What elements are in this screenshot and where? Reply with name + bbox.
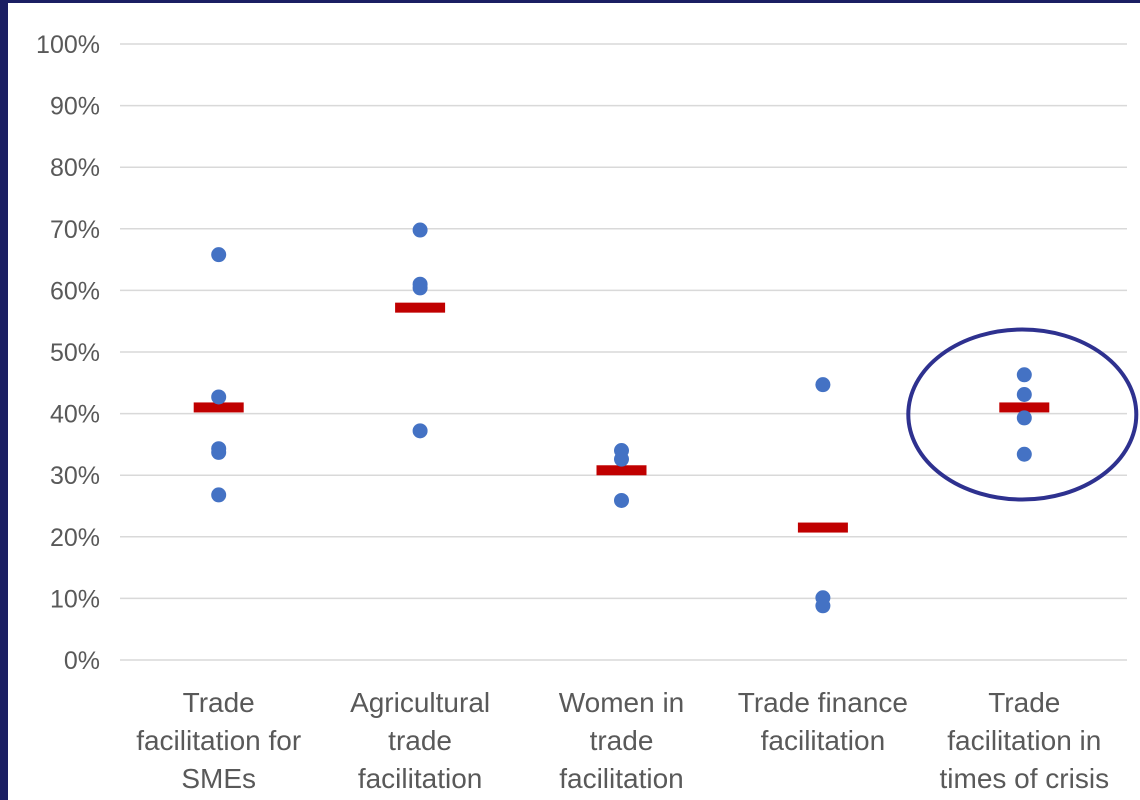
data-point — [614, 492, 629, 508]
x-category-label: facilitation — [358, 763, 483, 794]
data-point — [815, 598, 831, 614]
x-category-label: Agricultural — [350, 687, 490, 718]
y-tick-label: 70% — [50, 216, 100, 244]
highlight-annotation — [906, 327, 1139, 502]
data-point — [815, 377, 831, 393]
chart-panel — [8, 3, 1140, 800]
mean-marker — [596, 465, 647, 476]
x-category-label: SMEs — [181, 763, 256, 794]
data-point — [211, 389, 227, 405]
x-category-label: Women in — [559, 687, 685, 718]
y-tick-label: 30% — [50, 462, 100, 490]
x-category-label: facilitation for — [136, 725, 301, 756]
mean-markers — [193, 302, 1050, 533]
y-tick-label: 60% — [50, 277, 100, 305]
y-tick-label: 10% — [50, 585, 100, 613]
y-tick-label: 100% — [36, 31, 100, 59]
x-category-label: trade — [590, 725, 654, 756]
data-point — [412, 280, 428, 296]
x-axis-category-labels: Trade facilitation for SMEs Agricultural tra… — [136, 687, 1109, 794]
x-category-label: Trade — [988, 687, 1060, 718]
y-axis-tick-labels: 0% 10% 20% 30% 40% 50% 60% 70% 80% 90% 100% — [36, 31, 100, 675]
data-point — [614, 451, 629, 467]
mean-marker — [797, 522, 848, 533]
data-point — [1016, 367, 1032, 383]
y-tick-label: 90% — [50, 93, 100, 121]
y-tick-label: 50% — [50, 339, 100, 367]
data-point — [1016, 387, 1032, 403]
y-tick-label: 80% — [50, 154, 100, 182]
gridlines — [120, 43, 1127, 661]
x-category-label: facilitation in — [947, 725, 1101, 756]
mean-marker — [999, 402, 1050, 413]
x-category-label: trade — [388, 725, 452, 756]
data-point — [412, 423, 428, 439]
y-tick-label: 20% — [50, 524, 100, 552]
data-point — [1016, 410, 1032, 426]
x-category-label: facilitation — [559, 763, 684, 794]
mean-marker — [193, 402, 244, 413]
data-point — [412, 222, 428, 238]
data-point — [211, 247, 227, 263]
highlight-ellipse — [906, 327, 1139, 502]
y-tick-label: 0% — [64, 647, 100, 675]
mean-marker — [395, 302, 446, 313]
y-tick-label: 40% — [50, 401, 100, 429]
x-category-label: Trade finance — [738, 687, 908, 718]
data-point — [211, 487, 227, 503]
data-points — [211, 222, 1032, 614]
data-point — [211, 444, 227, 460]
x-category-label: Trade — [183, 687, 255, 718]
x-category-label: facilitation — [761, 725, 886, 756]
x-category-label: times of crisis — [940, 763, 1110, 794]
data-point — [1016, 446, 1032, 462]
